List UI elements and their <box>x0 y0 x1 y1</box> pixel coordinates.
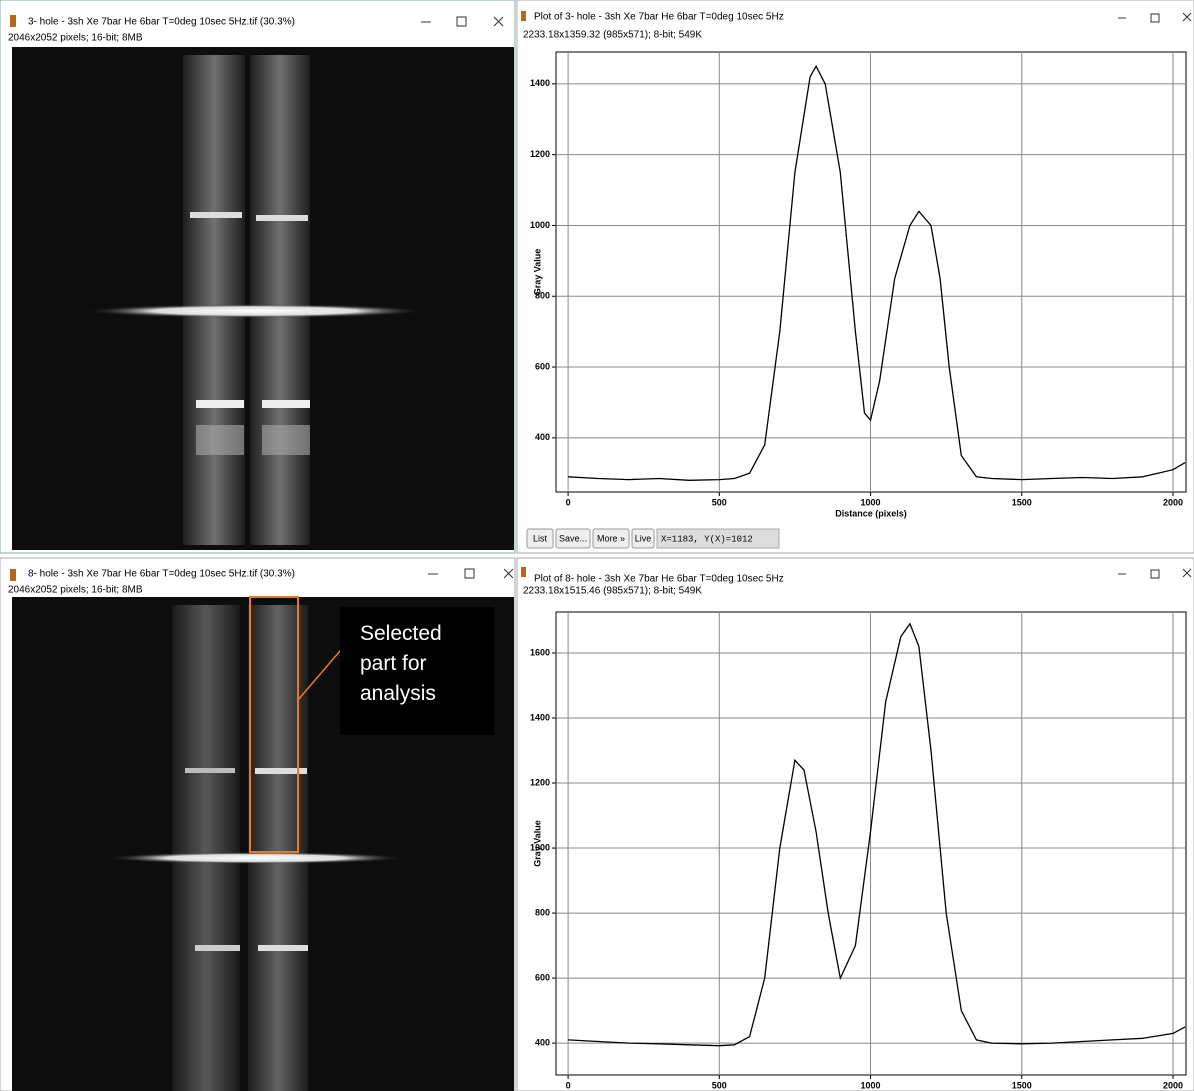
x-tick-label: 500 <box>712 1080 727 1090</box>
y-tick-label: 1200 <box>530 777 550 787</box>
window-title: 8- hole - 3sh Xe 7bar He 6bar T=0deg 10s… <box>28 569 295 580</box>
x-tick-label: 1000 <box>861 1080 881 1090</box>
app-icon <box>10 11 526 581</box>
button[interactable] <box>555 528 591 549</box>
image-info: 2046x2052 pixels; 16-bit; 8MB <box>8 585 143 596</box>
status: X=1183, Y(X)=1012 <box>661 534 753 544</box>
x-tick-label: 0 <box>566 497 571 507</box>
y-tick-label: 400 <box>535 432 550 442</box>
button-label[interactable]: Live <box>635 533 652 543</box>
y-tick-label: 1600 <box>530 647 550 657</box>
x-tick-label: 2000 <box>1163 1080 1183 1090</box>
image <box>12 596 514 1091</box>
profile-line <box>568 622 1186 1047</box>
selection-box <box>249 596 299 853</box>
button-label[interactable]: List <box>533 533 548 543</box>
y-tick-label: 600 <box>535 361 550 371</box>
plot-info: 2233.18x1515.46 (985x571); 8-bit; 549K <box>523 586 702 597</box>
y-tick-label: 1200 <box>530 149 550 159</box>
button[interactable] <box>592 528 630 549</box>
button[interactable] <box>631 528 655 549</box>
window-title: Plot of 3- hole - 3sh Xe 7bar He 6bar T=… <box>534 12 784 23</box>
x-tick-label: 2000 <box>1163 497 1183 507</box>
button-label[interactable]: Save... <box>559 533 587 543</box>
status-box <box>656 528 780 549</box>
x-tick-label: 1500 <box>1012 497 1032 507</box>
y-tick-label: 1400 <box>530 712 550 722</box>
window-controls <box>421 12 1192 579</box>
image-info: 2046x2052 pixels; 16-bit; 8MB <box>8 33 143 44</box>
x-axis-label: Distance (pixels) <box>835 508 907 518</box>
window-title: Plot of 8- hole - 3sh Xe 7bar He 6bar T=… <box>534 574 784 585</box>
y-axis-label: Gray Value <box>532 820 542 867</box>
profile-line <box>568 64 1186 481</box>
x-tick-label: 500 <box>712 497 727 507</box>
image <box>12 47 514 550</box>
x-tick-label: 0 <box>566 1080 571 1090</box>
y-axis-label: Gray Value <box>532 249 542 296</box>
y-tick-label: 1000 <box>530 842 550 852</box>
x-tick-label: 1000 <box>861 497 881 507</box>
y-tick-label: 600 <box>535 972 550 982</box>
y-tick-label: 1000 <box>530 220 550 230</box>
button-label[interactable]: More » <box>597 533 625 543</box>
plot-info: 2233.18x1359.32 (985x571); 8-bit; 549K <box>523 30 702 41</box>
y-tick-label: 800 <box>535 907 550 917</box>
window-title: 3- hole - 3sh Xe 7bar He 6bar T=0deg 10s… <box>28 17 295 28</box>
button[interactable] <box>526 528 554 549</box>
y-tick-label: 400 <box>535 1038 550 1048</box>
x-tick-label: 1500 <box>1012 1080 1032 1090</box>
annotation: Selected part for analysis <box>340 607 494 735</box>
y-tick-label: 800 <box>535 291 550 301</box>
y-tick-label: 1400 <box>530 78 550 88</box>
